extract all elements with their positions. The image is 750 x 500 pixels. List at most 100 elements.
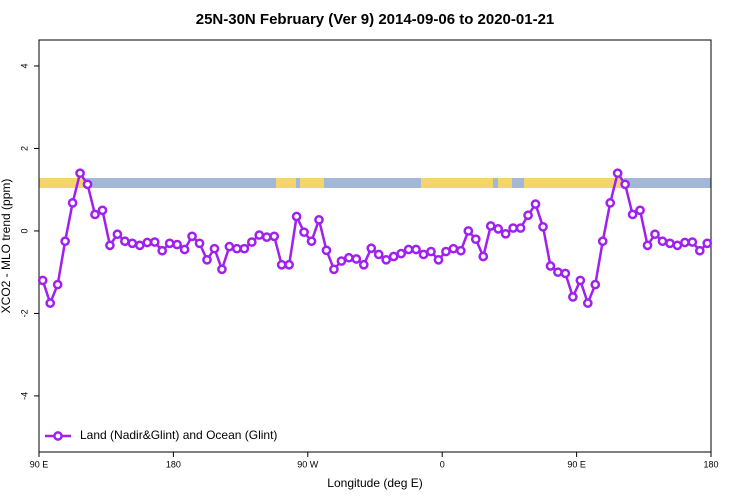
data-point: [635, 205, 645, 216]
data-point: [105, 240, 115, 251]
data-point: [515, 223, 526, 233]
land-band: [421, 178, 493, 188]
data-point: [52, 279, 63, 290]
data-point: [560, 268, 571, 279]
data-point: [45, 298, 56, 308]
data-point: [291, 211, 302, 222]
data-point: [493, 224, 504, 234]
x-axis-label: Longitude (deg E): [327, 476, 422, 490]
y-tick-label: 2: [19, 146, 29, 151]
data-point: [142, 237, 153, 248]
data-point: [657, 236, 668, 247]
data-point: [112, 229, 123, 240]
data-point: [194, 238, 205, 249]
data-point: [396, 248, 406, 259]
data-point: [209, 243, 220, 254]
data-point: [485, 221, 496, 231]
data-point: [269, 231, 280, 242]
data-point: [508, 223, 518, 233]
data-point: [553, 267, 563, 278]
data-point: [433, 254, 444, 265]
data-point: [680, 237, 690, 248]
data-point: [187, 231, 197, 242]
data-point: [463, 226, 474, 236]
data-point: [568, 292, 578, 302]
data-point: [344, 252, 354, 263]
data-point: [418, 249, 429, 260]
data-point: [665, 238, 675, 249]
data-point: [411, 244, 421, 255]
data-point: [127, 238, 138, 249]
data-point: [500, 228, 511, 239]
data-point: [232, 243, 242, 254]
data-point: [538, 221, 548, 232]
data-point: [620, 179, 630, 190]
y-tick-label: -2: [19, 309, 29, 317]
data-point: [284, 259, 294, 270]
land-band: [498, 178, 512, 188]
data-point: [276, 259, 287, 270]
data-point: [306, 236, 317, 247]
data-point: [575, 275, 586, 286]
land-ocean-band: [39, 178, 711, 188]
data-point: [366, 243, 377, 254]
data-point: [582, 298, 593, 308]
data-point: [694, 245, 705, 256]
data-point: [82, 179, 93, 190]
data-point: [650, 229, 660, 240]
data-point: [60, 236, 70, 247]
data-point: [627, 209, 638, 220]
data-point: [97, 205, 108, 216]
data-point: [351, 254, 362, 264]
x-tick-label: 0: [440, 459, 445, 469]
data-point: [597, 236, 608, 247]
x-tick-label: 180: [166, 459, 181, 469]
data-point: [448, 243, 459, 254]
data-point: [261, 232, 272, 242]
data-point: [246, 237, 257, 247]
data-point: [672, 240, 683, 251]
data-point: [373, 249, 384, 260]
legend-label: Land (Nadir&Glint) and Ocean (Glint): [80, 428, 277, 442]
data-point: [687, 237, 698, 247]
data-point: [523, 210, 533, 221]
data-point: [254, 230, 265, 240]
data-point: [388, 251, 399, 262]
data-point: [299, 227, 309, 238]
y-tick-label: -4: [19, 392, 29, 400]
data-point: [590, 279, 601, 290]
land-band: [39, 178, 84, 188]
data-point: [157, 245, 168, 256]
data-point: [358, 259, 369, 270]
data-point: [134, 240, 145, 251]
data-point: [37, 275, 48, 286]
ocean-band: [39, 178, 711, 188]
data-point: [403, 244, 414, 255]
data-point: [612, 168, 623, 179]
data-point: [321, 245, 332, 256]
data-point: [456, 245, 466, 256]
data-point: [605, 198, 616, 208]
x-tick-label: 90 E: [30, 459, 49, 469]
land-band: [300, 178, 324, 188]
data-point: [172, 239, 182, 250]
data-point: [702, 238, 713, 249]
data-point: [426, 246, 436, 257]
x-tick-label: 90 W: [297, 459, 319, 469]
data-point: [75, 168, 85, 179]
legend-marker: [53, 431, 63, 441]
data-point: [90, 209, 100, 220]
data-point: [67, 198, 78, 208]
data-point: [381, 254, 392, 265]
land-band: [524, 178, 624, 188]
data-point: [164, 238, 175, 249]
data-point: [478, 251, 489, 262]
data-point: [642, 240, 653, 251]
data-point: [314, 214, 324, 225]
data-point: [239, 243, 250, 254]
data-point: [545, 261, 556, 271]
data-point: [120, 236, 130, 247]
data-point: [530, 199, 541, 209]
data-point: [470, 234, 481, 245]
